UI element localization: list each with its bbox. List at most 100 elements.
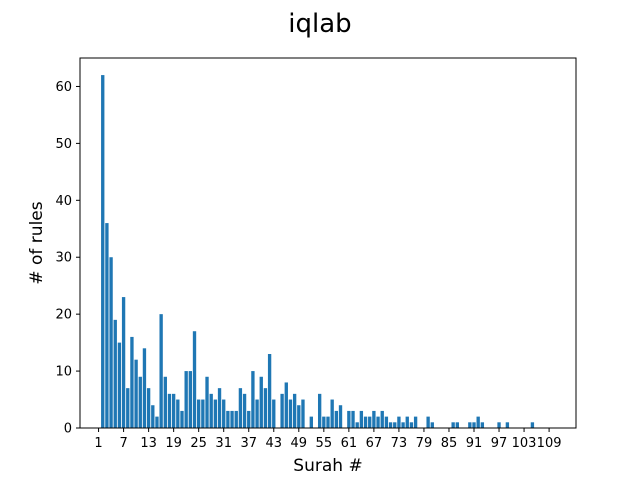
bar-surah-54 <box>317 393 322 428</box>
bar-surah-49 <box>297 405 301 428</box>
x-tick-label: 91 <box>466 436 483 451</box>
bar-surah-57 <box>330 399 334 428</box>
bar-surah-91 <box>472 422 476 428</box>
bar-surah-80 <box>426 416 430 428</box>
bar-surah-13 <box>146 388 151 428</box>
bar-surah-9 <box>130 336 134 428</box>
y-axis-ticks: 0 10 20 30 40 50 60 <box>55 80 80 437</box>
x-tick-label: 1 <box>94 436 102 451</box>
bar-surah-43 <box>272 399 276 428</box>
x-tick-label: 61 <box>341 436 358 451</box>
bar-surah-27 <box>205 376 209 428</box>
bar-surah-99 <box>505 422 510 428</box>
y-tick-label: 30 <box>55 251 72 266</box>
y-tick-label: 60 <box>55 80 72 95</box>
x-tick-label: 13 <box>140 436 157 451</box>
bar-surah-33 <box>230 410 234 428</box>
bar-surah-97 <box>497 422 501 428</box>
bar-surah-70 <box>384 416 389 428</box>
bar-surah-47 <box>288 399 293 428</box>
x-axis-label: Surah # <box>293 456 362 476</box>
bar-surah-72 <box>393 422 397 428</box>
bar-surah-32 <box>226 410 230 428</box>
bar-surah-36 <box>242 393 247 428</box>
x-tick-label: 79 <box>416 436 433 451</box>
x-tick-label: 37 <box>240 436 257 451</box>
bar-surah-12 <box>142 348 147 428</box>
x-tick-label: 97 <box>491 436 508 451</box>
bar-surah-56 <box>326 416 330 428</box>
bar-surah-40 <box>259 376 263 428</box>
bar-surah-74 <box>401 422 405 428</box>
bar-surah-69 <box>380 410 384 428</box>
bar-surah-105 <box>530 422 535 428</box>
bar-surah-34 <box>234 410 238 428</box>
bar-surah-63 <box>355 422 359 428</box>
bar-surah-11 <box>138 376 142 428</box>
bar-surah-14 <box>151 405 155 428</box>
x-tick-label: 19 <box>165 436 182 451</box>
bar-surah-86 <box>451 422 455 428</box>
bar-surah-68 <box>376 416 380 428</box>
x-tick-label: 103 <box>512 436 537 451</box>
bar-surah-59 <box>338 405 343 428</box>
bar-surah-76 <box>409 422 414 428</box>
x-tick-label: 7 <box>119 436 127 451</box>
bar-surah-26 <box>201 399 205 428</box>
bar-surah-93 <box>480 422 485 428</box>
bar-surah-81 <box>430 422 434 428</box>
bar-surah-48 <box>292 393 297 428</box>
bar-surah-50 <box>301 399 305 428</box>
x-tick-label: 49 <box>291 436 308 451</box>
bar-surah-65 <box>363 416 368 428</box>
x-tick-label: 43 <box>265 436 282 451</box>
x-axis-ticks: 1 7 13 19 25 31 37 43 49 55 61 67 73 79 85 91 97 103 109 <box>94 428 562 451</box>
bar-surah-2 <box>101 75 105 428</box>
y-tick-label: 10 <box>55 365 72 380</box>
bar-surah-77 <box>413 416 418 428</box>
bar-surah-58 <box>334 410 339 428</box>
bar-surah-90 <box>468 422 472 428</box>
bar-surah-35 <box>238 388 243 428</box>
bar-surah-46 <box>284 382 288 428</box>
bar-surah-66 <box>368 416 372 428</box>
x-tick-label: 31 <box>215 436 232 451</box>
x-tick-label: 109 <box>537 436 562 451</box>
x-tick-label: 55 <box>316 436 333 451</box>
bar-surah-39 <box>255 399 259 428</box>
bar-surah-37 <box>247 410 251 428</box>
bar-surah-5 <box>113 319 117 428</box>
bar-surah-29 <box>213 399 218 428</box>
bar-surah-16 <box>159 314 163 428</box>
bar-surah-4 <box>109 257 113 428</box>
y-axis-label: # of rules <box>27 201 47 284</box>
x-tick-label: 25 <box>190 436 207 451</box>
bar-surah-64 <box>359 410 364 428</box>
bar-surah-87 <box>455 422 459 428</box>
bar-surah-30 <box>217 388 222 428</box>
bar-surah-21 <box>180 410 184 428</box>
bar-surah-20 <box>176 399 180 428</box>
bar-surah-41 <box>263 388 268 428</box>
y-tick-label: 50 <box>55 137 72 152</box>
y-tick-label: 20 <box>55 308 72 323</box>
x-tick-label: 85 <box>441 436 458 451</box>
bar-surah-92 <box>476 416 480 428</box>
bar-surah-8 <box>126 388 130 428</box>
x-tick-label: 67 <box>366 436 383 451</box>
bar-surah-10 <box>134 359 138 428</box>
bar-surah-23 <box>188 371 193 428</box>
plot-area-frame <box>79 57 577 429</box>
bar-surah-18 <box>167 393 172 428</box>
bar-surah-42 <box>267 354 272 428</box>
bar-surah-6 <box>117 342 122 428</box>
bar-surah-17 <box>163 376 167 428</box>
bar-surah-15 <box>155 416 159 428</box>
bar-surah-62 <box>351 410 355 428</box>
bars-group <box>101 75 535 428</box>
bar-surah-75 <box>405 416 409 428</box>
bar-surah-3 <box>105 223 109 428</box>
bar-surah-31 <box>222 399 226 428</box>
bar-surah-55 <box>322 416 326 428</box>
